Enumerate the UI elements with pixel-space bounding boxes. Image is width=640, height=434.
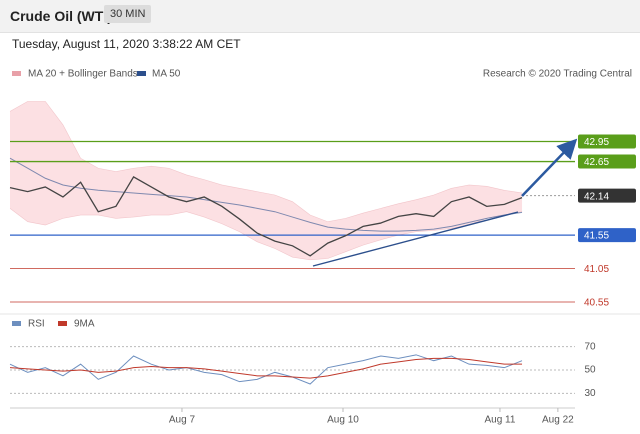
y-tick-label: 50 <box>584 365 596 376</box>
last-price-box <box>578 188 636 203</box>
level-label: 40.55 <box>584 298 609 309</box>
band-lower <box>9 208 523 261</box>
level-box <box>578 134 636 149</box>
level-box <box>578 228 636 243</box>
legend-swatch <box>12 71 21 76</box>
timestamp: Tuesday, August 11, 2020 3:38:22 AM CET <box>12 37 241 51</box>
interval-badge[interactable]: 30 MIN <box>104 5 152 23</box>
legend-swatch <box>58 321 67 326</box>
band-upper <box>9 101 523 223</box>
x-tick-label: Aug 11 <box>484 415 515 426</box>
rsi-line <box>9 354 523 385</box>
header-bar: Crude Oil (WTI) 30 MIN <box>0 0 640 33</box>
level-label: 41.05 <box>584 264 609 275</box>
level-box <box>578 154 636 169</box>
y-tick-label: 70 <box>584 341 596 352</box>
last-price-label: 42.14 <box>584 191 609 202</box>
price-line <box>9 176 523 257</box>
legend-swatch <box>137 71 146 76</box>
x-tick-label: Aug 22 <box>542 415 574 426</box>
x-tick-label: Aug 7 <box>169 415 196 426</box>
credit: Research © 2020 Trading Central <box>483 69 632 80</box>
legend-label: MA 50 <box>152 69 181 80</box>
ma50-line <box>9 157 523 232</box>
instrument-title: Crude Oil (WTI) <box>10 8 112 24</box>
legend-label: 9MA <box>74 319 95 330</box>
bollinger-band <box>10 101 523 260</box>
level-label: 42.95 <box>584 137 609 148</box>
legend-swatch <box>12 321 21 326</box>
legend-label: RSI <box>28 319 45 330</box>
level-label: 42.65 <box>584 157 609 168</box>
forecast-arrow <box>521 138 578 197</box>
x-tick-label: Aug 10 <box>327 415 359 426</box>
legend-label: MA 20 + Bollinger Bands <box>28 69 138 80</box>
y-tick-label: 30 <box>584 388 596 399</box>
trend-line <box>312 211 519 267</box>
rsi-line <box>9 357 523 379</box>
level-label: 41.55 <box>584 231 609 242</box>
